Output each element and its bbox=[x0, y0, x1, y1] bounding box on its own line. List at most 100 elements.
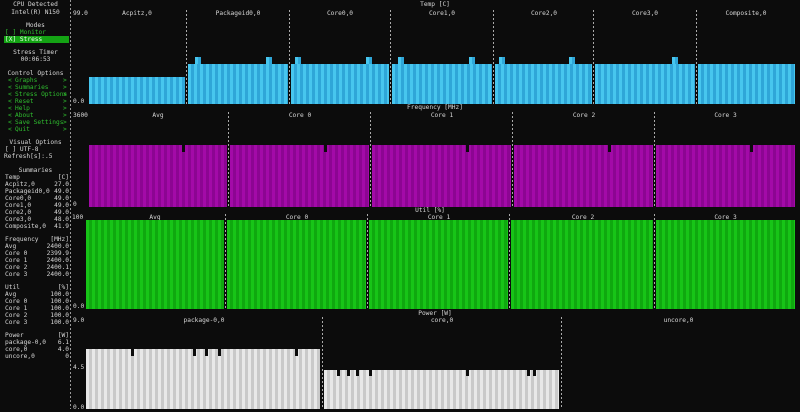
power-dip bbox=[533, 370, 536, 376]
power-dip bbox=[356, 370, 359, 376]
frequency-chart-title: Frequency [MHz] bbox=[407, 104, 463, 111]
frequency-bars-avg bbox=[89, 145, 227, 207]
summary-row: Avg 2400.0 bbox=[5, 243, 69, 250]
panel-divider bbox=[322, 317, 323, 409]
frequency-y-max: 3600 bbox=[73, 112, 88, 119]
menu-help[interactable]: < Help > bbox=[8, 105, 67, 112]
util-y-max: 100 bbox=[72, 214, 84, 221]
temp-bars-core1 bbox=[392, 64, 492, 104]
temp-spike bbox=[499, 57, 505, 64]
frequency-panel-label: Core 3 bbox=[714, 112, 737, 119]
summary-power-header: Power [W] bbox=[5, 332, 69, 339]
frequency-dip bbox=[750, 145, 753, 152]
frequency-y-min: 0 bbox=[73, 201, 77, 208]
util-panel-label: Avg bbox=[149, 214, 161, 221]
panel-divider bbox=[225, 214, 226, 310]
menu-reset[interactable]: < Reset > bbox=[8, 98, 67, 105]
util-panel-label: Core 2 bbox=[571, 214, 595, 221]
util-bars-core0 bbox=[227, 220, 366, 309]
power-dip bbox=[205, 349, 208, 356]
temp-spike bbox=[398, 57, 404, 64]
temp-chart-title: Temp [C] bbox=[420, 1, 450, 8]
visual-options-title: Visual Options bbox=[9, 139, 62, 146]
panel-divider bbox=[509, 214, 510, 310]
power-dip bbox=[193, 349, 196, 356]
util-bars-avg bbox=[86, 220, 224, 309]
summary-row: Core2,0 49.0 bbox=[5, 209, 69, 216]
power-dip bbox=[369, 370, 372, 376]
summary-row: Core 1 2400.0 bbox=[5, 257, 69, 264]
modes-title: Modes bbox=[26, 22, 45, 29]
menu-save-settings[interactable]: < Save Settings > bbox=[8, 119, 67, 126]
cpu-name: Intel(R) N150 bbox=[11, 9, 60, 16]
util-bars-core3 bbox=[656, 220, 795, 309]
panel-divider bbox=[367, 214, 368, 310]
power-dip bbox=[527, 370, 530, 376]
cpu-detected-title: CPU Detected bbox=[13, 1, 58, 8]
temp-panel-label: Core0,0 bbox=[326, 10, 354, 17]
util-panel-label: Core 1 bbox=[427, 214, 451, 221]
temp-spike bbox=[295, 57, 301, 64]
menu-graphs[interactable]: < Graphs > bbox=[8, 77, 67, 84]
util-bars-core1 bbox=[369, 220, 508, 309]
frequency-dip bbox=[466, 145, 469, 152]
power-panel-label: core,0 bbox=[430, 317, 454, 324]
menu-quit[interactable]: < Quit > bbox=[8, 126, 67, 133]
panel-divider bbox=[512, 112, 513, 208]
power-panel-label: uncore,0 bbox=[663, 317, 694, 324]
utf8-toggle[interactable]: [ ] UTF-8 bbox=[5, 146, 39, 153]
temp-y-max: 99.0 bbox=[73, 10, 88, 17]
summary-row: Core 1 100.0 bbox=[5, 305, 69, 312]
frequency-panel-label: Avg bbox=[152, 112, 164, 119]
summary-row: core,0 4.0 bbox=[5, 346, 69, 353]
menu-stress-options[interactable]: < Stress Options > bbox=[8, 91, 68, 98]
power-dip bbox=[295, 349, 298, 356]
frequency-bars-core0 bbox=[230, 145, 369, 207]
summary-row: Core 2 100.0 bbox=[5, 312, 69, 319]
menu-about[interactable]: < About > bbox=[8, 112, 67, 119]
frequency-bars-core3 bbox=[656, 145, 795, 207]
power-dip bbox=[131, 349, 134, 356]
menu-summaries[interactable]: < Summaries > bbox=[8, 84, 67, 91]
temp-spike bbox=[195, 57, 201, 64]
summary-row: Core0,0 49.0 bbox=[5, 195, 69, 202]
temp-panel-label: Core2,0 bbox=[530, 10, 558, 17]
temp-panel-label: Packageid0,0 bbox=[215, 10, 261, 17]
summary-row: Core 3 100.0 bbox=[5, 319, 69, 326]
power-dip bbox=[337, 370, 340, 376]
frequency-bars-core1 bbox=[372, 145, 511, 207]
stress-timer-value: 00:06:53 bbox=[20, 56, 51, 63]
power-panel-label: package-0,0 bbox=[183, 317, 225, 324]
power-dip bbox=[347, 370, 350, 376]
mode-monitor[interactable]: [ ] Monitor bbox=[5, 29, 46, 36]
temp-bars-core2 bbox=[495, 64, 592, 104]
summary-frequency-header: Frequency [MHz] bbox=[5, 236, 69, 243]
summary-row: package-0,0 6.1 bbox=[5, 339, 69, 346]
util-bars-core2 bbox=[511, 220, 653, 309]
temp-spike bbox=[469, 57, 475, 64]
util-panel-label: Core 0 bbox=[285, 214, 309, 221]
power-dip bbox=[218, 349, 221, 356]
temp-spike bbox=[366, 57, 372, 64]
panel-divider bbox=[289, 10, 290, 105]
summary-row: Avg 100.0 bbox=[5, 291, 69, 298]
frequency-panel-label: Core 0 bbox=[288, 112, 312, 119]
panel-divider bbox=[654, 214, 655, 310]
panel-divider bbox=[228, 112, 229, 208]
mode-stress[interactable]: [X] Stress bbox=[4, 36, 69, 43]
frequency-bars-core2 bbox=[514, 145, 653, 207]
panel-divider bbox=[370, 112, 371, 208]
refresh-setting[interactable]: Refresh[s]:.5 bbox=[4, 153, 53, 160]
frequency-dip bbox=[608, 145, 611, 152]
frequency-dip bbox=[182, 145, 185, 152]
sidebar-separator bbox=[70, 0, 71, 409]
temp-spike bbox=[266, 57, 272, 64]
util-y-min: 0.0 bbox=[73, 303, 85, 310]
panel-divider bbox=[696, 10, 697, 105]
panel-divider bbox=[390, 10, 391, 105]
temp-panel-label: Composite,0 bbox=[725, 10, 767, 17]
temp-panel-label: Acpitz,0 bbox=[122, 10, 152, 17]
frequency-dip bbox=[324, 145, 327, 152]
summary-row: Composite,0 41.9 bbox=[5, 223, 69, 230]
power-y-min: 0.0 bbox=[73, 404, 85, 411]
